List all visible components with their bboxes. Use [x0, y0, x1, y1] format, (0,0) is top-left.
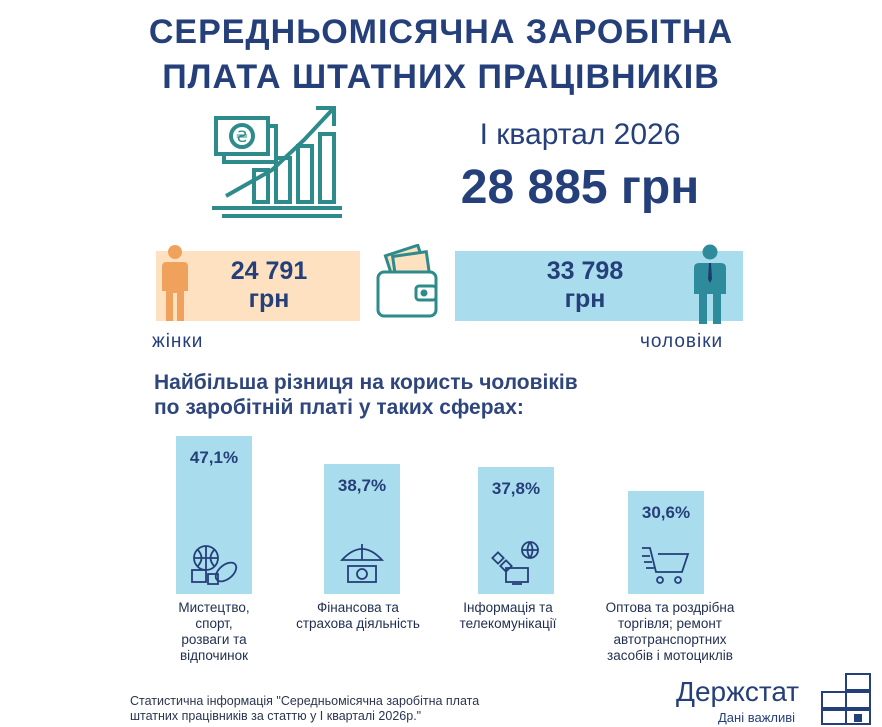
- derzhstat-logo-icon: [821, 673, 871, 725]
- category-line: відпочинок: [179, 648, 248, 663]
- women-label: жінки: [152, 331, 204, 352]
- category-line: Оптова та роздрібна: [605, 600, 735, 615]
- women-salary-unit: грн: [248, 285, 290, 313]
- man-icon: [694, 244, 726, 324]
- category-label: Оптова та роздрібна торгівля; ремонт авт…: [570, 600, 770, 664]
- women-salary: 24 791 грн: [194, 257, 344, 313]
- currency-symbol: ₴: [236, 127, 248, 146]
- men-salary-value: 33 798: [546, 257, 624, 285]
- women-salary-value: 24 791: [230, 257, 308, 285]
- brand-tagline: Дані важливі: [718, 710, 796, 725]
- wallet-icon: [376, 244, 438, 318]
- source-note: Статистична інформація "Середньомісячна …: [130, 694, 479, 724]
- page-title: СЕРЕДНЬОМІСЯЧНА ЗАРОБІТНА ПЛАТА ШТАТНИХ …: [0, 10, 882, 100]
- source-note-line-2: штатних працівників за статтю у І кварта…: [130, 709, 422, 723]
- men-salary: 33 798 грн: [495, 257, 675, 313]
- category-line: спорт,: [195, 616, 233, 631]
- shopping-cart-icon: [642, 547, 690, 584]
- period-label: І квартал 2026: [479, 118, 681, 151]
- category-line: розваги та: [181, 632, 247, 647]
- category-label: Мистецтво, спорт, розваги та відпочинок: [120, 600, 308, 664]
- sports-balls-icon: [191, 545, 238, 585]
- finance-umbrella-icon: [339, 544, 385, 583]
- bar-finance-insurance: 38,7%: [324, 464, 400, 594]
- women-salary-box: 24 791 грн: [156, 251, 360, 321]
- category-line: Мистецтво,: [178, 600, 250, 615]
- bar-information-telecom: 37,8%: [478, 467, 554, 594]
- category-line: страхова діяльність: [296, 616, 420, 631]
- money-growth-icon: ₴: [212, 106, 342, 218]
- bar-value-label: 47,1%: [189, 448, 239, 467]
- men-label: чоловіки: [640, 331, 724, 352]
- category-line: торгівля; ремонт: [618, 616, 722, 631]
- bar-value-label: 38,7%: [337, 476, 387, 495]
- woman-icon: [162, 245, 188, 321]
- category-line: засобів і мотоциклів: [607, 648, 733, 663]
- category-line: телекомунікації: [459, 616, 557, 631]
- bar-value-label: 30,6%: [641, 503, 691, 522]
- bar-value-label: 37,8%: [491, 479, 541, 498]
- title-line-2: ПЛАТА ШТАТНИХ ПРАЦІВНИКІВ: [162, 58, 720, 96]
- category-label: Інформація та телекомунікації: [420, 600, 596, 632]
- men-salary-unit: грн: [564, 285, 606, 313]
- average-salary: 28 885 грн: [460, 161, 700, 214]
- sectors-heading-line-2: по заробітній платі у таких сферах:: [154, 396, 524, 419]
- telecom-satellite-icon: [491, 541, 539, 585]
- title-line-1: СЕРЕДНЬОМІСЯЧНА ЗАРОБІТНА: [148, 13, 734, 51]
- category-line: Фінансова та: [317, 600, 399, 615]
- source-note-line-1: Статистична інформація "Середньомісячна …: [130, 694, 480, 708]
- bar-trade-repair: 30,6%: [628, 491, 704, 594]
- brand-name: Держстат: [676, 676, 800, 707]
- sectors-heading: Найбільша різниця на користь чоловіків п…: [154, 370, 578, 420]
- bar-arts-sports: 47,1%: [176, 436, 252, 594]
- category-label: Фінансова та страхова діяльність: [268, 600, 448, 632]
- category-line: автотранспортних: [613, 632, 727, 647]
- category-line: Інформація та: [463, 600, 553, 615]
- sectors-heading-line-1: Найбільша різниця на користь чоловіків: [154, 371, 578, 394]
